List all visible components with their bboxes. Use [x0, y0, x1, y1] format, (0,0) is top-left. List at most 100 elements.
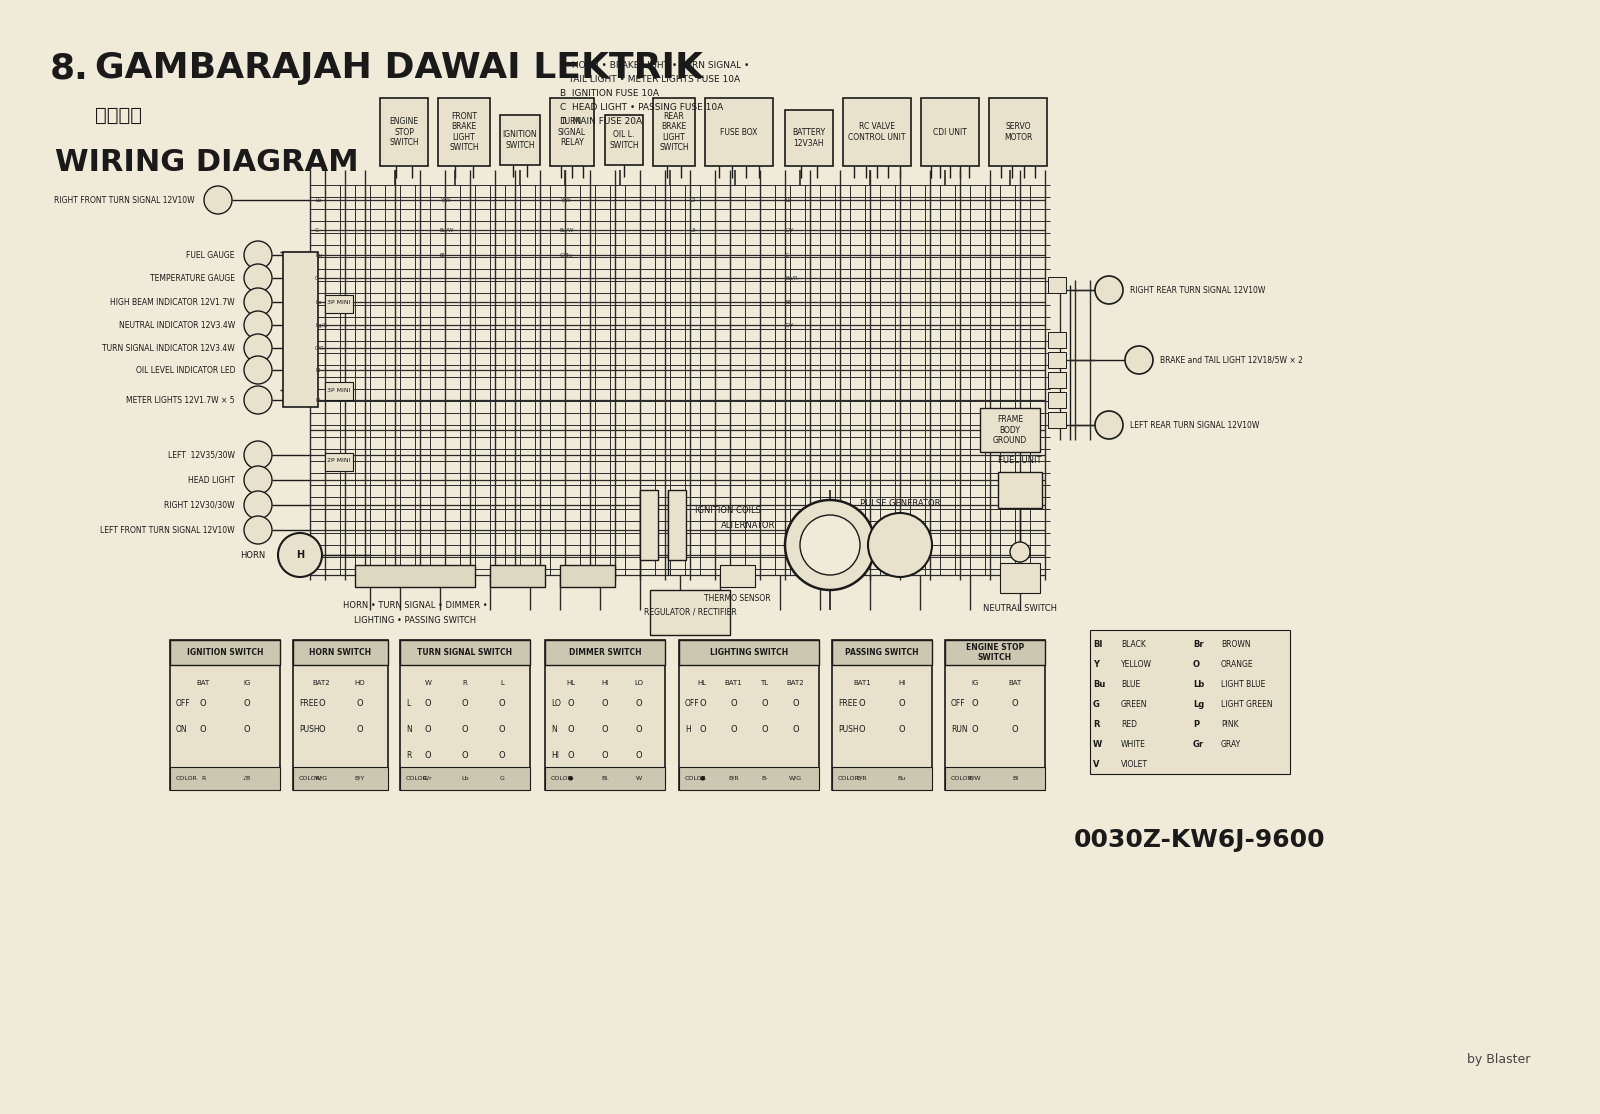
- Text: NEUTRAL INDICATOR 12V3.4W: NEUTRAL INDICATOR 12V3.4W: [118, 321, 235, 330]
- Text: FUSE BOX: FUSE BOX: [720, 127, 758, 137]
- Text: ENGINE
STOP
SWITCH: ENGINE STOP SWITCH: [389, 117, 419, 147]
- Text: BAT1: BAT1: [853, 680, 870, 686]
- Text: ●: ●: [699, 775, 706, 781]
- Text: REGULATOR / RECTIFIER: REGULATOR / RECTIFIER: [643, 607, 736, 616]
- Text: D  MAIN FUSE 20A: D MAIN FUSE 20A: [560, 117, 642, 126]
- Text: YELLOW: YELLOW: [1122, 659, 1152, 668]
- Bar: [720, 565, 755, 587]
- Text: O: O: [462, 724, 469, 733]
- Text: OIL L.
SWITCH: OIL L. SWITCH: [610, 130, 638, 149]
- Text: B  IGNITION FUSE 10A: B IGNITION FUSE 10A: [560, 88, 659, 98]
- Bar: [946, 768, 1045, 790]
- Text: O: O: [699, 724, 706, 733]
- Text: LIGHTING • PASSING SWITCH: LIGHTING • PASSING SWITCH: [354, 616, 477, 625]
- Text: L2: L2: [690, 197, 696, 203]
- Text: HEAD LIGHT: HEAD LIGHT: [189, 476, 235, 485]
- Text: O: O: [499, 698, 506, 707]
- Text: W/G: W/G: [789, 775, 802, 781]
- Text: O: O: [568, 751, 574, 760]
- Circle shape: [1010, 543, 1030, 561]
- Bar: [1048, 372, 1066, 388]
- Text: H: H: [685, 724, 691, 733]
- Bar: [438, 98, 490, 166]
- Text: BAT2: BAT2: [312, 680, 330, 686]
- Text: 2P MINI: 2P MINI: [326, 458, 350, 462]
- Text: Bu/W: Bu/W: [440, 227, 454, 233]
- Text: GREEN: GREEN: [1122, 700, 1147, 709]
- Text: B-: B-: [762, 775, 768, 781]
- Bar: [283, 252, 318, 407]
- Bar: [170, 768, 280, 790]
- Bar: [560, 565, 614, 587]
- Text: RIGHT REAR TURN SIGNAL 12V10W: RIGHT REAR TURN SIGNAL 12V10W: [1130, 285, 1266, 294]
- Text: Bl: Bl: [1093, 639, 1102, 648]
- Text: Y/W: Y/W: [560, 197, 571, 203]
- Text: ♪B: ♪B: [243, 775, 251, 781]
- Text: PULSE GENERATOR: PULSE GENERATOR: [859, 498, 941, 508]
- Text: O: O: [602, 724, 608, 733]
- Text: O: O: [792, 724, 798, 733]
- Text: IG: IG: [243, 680, 251, 686]
- Text: PUSH: PUSH: [838, 724, 859, 733]
- Text: R: R: [406, 751, 411, 760]
- Text: 3P MINI: 3P MINI: [326, 300, 350, 304]
- Text: Lb: Lb: [315, 197, 322, 203]
- Text: N: N: [406, 724, 411, 733]
- Text: Lb: Lb: [315, 300, 322, 304]
- Circle shape: [243, 241, 272, 268]
- Text: C  HEAD LIGHT • PASSING FUSE 10A: C HEAD LIGHT • PASSING FUSE 10A: [560, 102, 723, 111]
- Text: FUEL GAUGE: FUEL GAUGE: [187, 251, 235, 260]
- Text: O: O: [200, 698, 206, 707]
- Circle shape: [243, 441, 272, 469]
- Text: O: O: [568, 698, 574, 707]
- Text: FRAME
BODY
GROUND: FRAME BODY GROUND: [994, 416, 1027, 444]
- Text: G/R: G/R: [315, 345, 325, 351]
- Bar: [650, 590, 730, 635]
- Bar: [832, 768, 931, 790]
- Bar: [170, 641, 280, 790]
- Text: OIL LEVEL INDICATOR LED: OIL LEVEL INDICATOR LED: [136, 365, 235, 374]
- Text: BLACK: BLACK: [1122, 639, 1146, 648]
- Bar: [293, 641, 387, 665]
- Text: HO: HO: [354, 680, 365, 686]
- Circle shape: [243, 264, 272, 292]
- Bar: [1048, 412, 1066, 428]
- Text: COLOR: COLOR: [950, 775, 973, 781]
- Text: HI: HI: [602, 680, 608, 686]
- Text: O: O: [730, 698, 736, 707]
- Text: HL: HL: [566, 680, 576, 686]
- Text: FREE: FREE: [838, 698, 858, 707]
- Text: 電線圖表: 電線圖表: [94, 106, 142, 125]
- Bar: [946, 641, 1045, 665]
- Circle shape: [1094, 276, 1123, 304]
- Text: COLOR: COLOR: [176, 775, 198, 781]
- Circle shape: [243, 516, 272, 544]
- Text: BAT: BAT: [1008, 680, 1022, 686]
- Text: IGNITION COILS: IGNITION COILS: [694, 506, 762, 515]
- Text: Lb: Lb: [461, 775, 469, 781]
- Text: FUEL UNIT: FUEL UNIT: [998, 456, 1042, 465]
- Bar: [293, 641, 387, 790]
- Text: L: L: [501, 680, 504, 686]
- Text: O: O: [635, 724, 643, 733]
- Text: COLOR: COLOR: [685, 775, 707, 781]
- Text: VIOLET: VIOLET: [1122, 760, 1149, 769]
- Bar: [400, 768, 530, 790]
- Text: HI: HI: [550, 751, 558, 760]
- Text: O: O: [859, 698, 866, 707]
- Text: O: O: [462, 698, 469, 707]
- Text: N: N: [550, 724, 557, 733]
- Text: Bu: Bu: [1093, 680, 1106, 688]
- Circle shape: [243, 356, 272, 384]
- Text: G: G: [315, 227, 320, 233]
- Text: O: O: [899, 724, 906, 733]
- Text: LIGHT BLUE: LIGHT BLUE: [1221, 680, 1266, 688]
- Text: LIGHT GREEN: LIGHT GREEN: [1221, 700, 1272, 709]
- Text: BROWN: BROWN: [1221, 639, 1251, 648]
- Text: RIGHT FRONT TURN SIGNAL 12V10W: RIGHT FRONT TURN SIGNAL 12V10W: [54, 195, 195, 205]
- Text: LO: LO: [550, 698, 562, 707]
- Text: O: O: [971, 698, 978, 707]
- Text: G/Bu: G/Bu: [560, 253, 573, 257]
- Text: Br: Br: [1194, 639, 1203, 648]
- Bar: [653, 98, 694, 166]
